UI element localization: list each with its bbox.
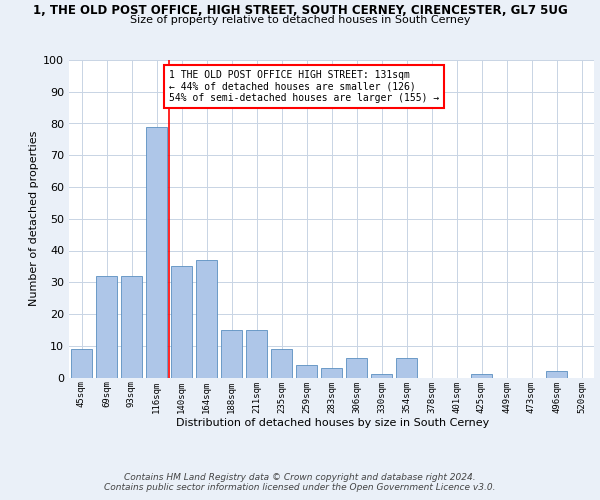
Text: Contains HM Land Registry data © Crown copyright and database right 2024.
Contai: Contains HM Land Registry data © Crown c… bbox=[104, 473, 496, 492]
Bar bbox=[396, 358, 417, 378]
Bar bbox=[121, 276, 142, 378]
Bar bbox=[246, 330, 267, 378]
Text: 1 THE OLD POST OFFICE HIGH STREET: 131sqm
← 44% of detached houses are smaller (: 1 THE OLD POST OFFICE HIGH STREET: 131sq… bbox=[169, 70, 439, 102]
Bar bbox=[221, 330, 242, 378]
Bar bbox=[196, 260, 217, 378]
Text: Size of property relative to detached houses in South Cerney: Size of property relative to detached ho… bbox=[130, 15, 470, 25]
Bar bbox=[471, 374, 492, 378]
Bar bbox=[171, 266, 192, 378]
Bar bbox=[296, 365, 317, 378]
Bar bbox=[321, 368, 342, 378]
Bar bbox=[71, 349, 92, 378]
Y-axis label: Number of detached properties: Number of detached properties bbox=[29, 131, 39, 306]
Bar bbox=[546, 371, 567, 378]
Text: Distribution of detached houses by size in South Cerney: Distribution of detached houses by size … bbox=[176, 418, 490, 428]
Bar bbox=[346, 358, 367, 378]
Bar bbox=[271, 349, 292, 378]
Text: 1, THE OLD POST OFFICE, HIGH STREET, SOUTH CERNEY, CIRENCESTER, GL7 5UG: 1, THE OLD POST OFFICE, HIGH STREET, SOU… bbox=[32, 4, 568, 17]
Bar bbox=[96, 276, 117, 378]
Bar bbox=[146, 126, 167, 378]
Bar bbox=[371, 374, 392, 378]
